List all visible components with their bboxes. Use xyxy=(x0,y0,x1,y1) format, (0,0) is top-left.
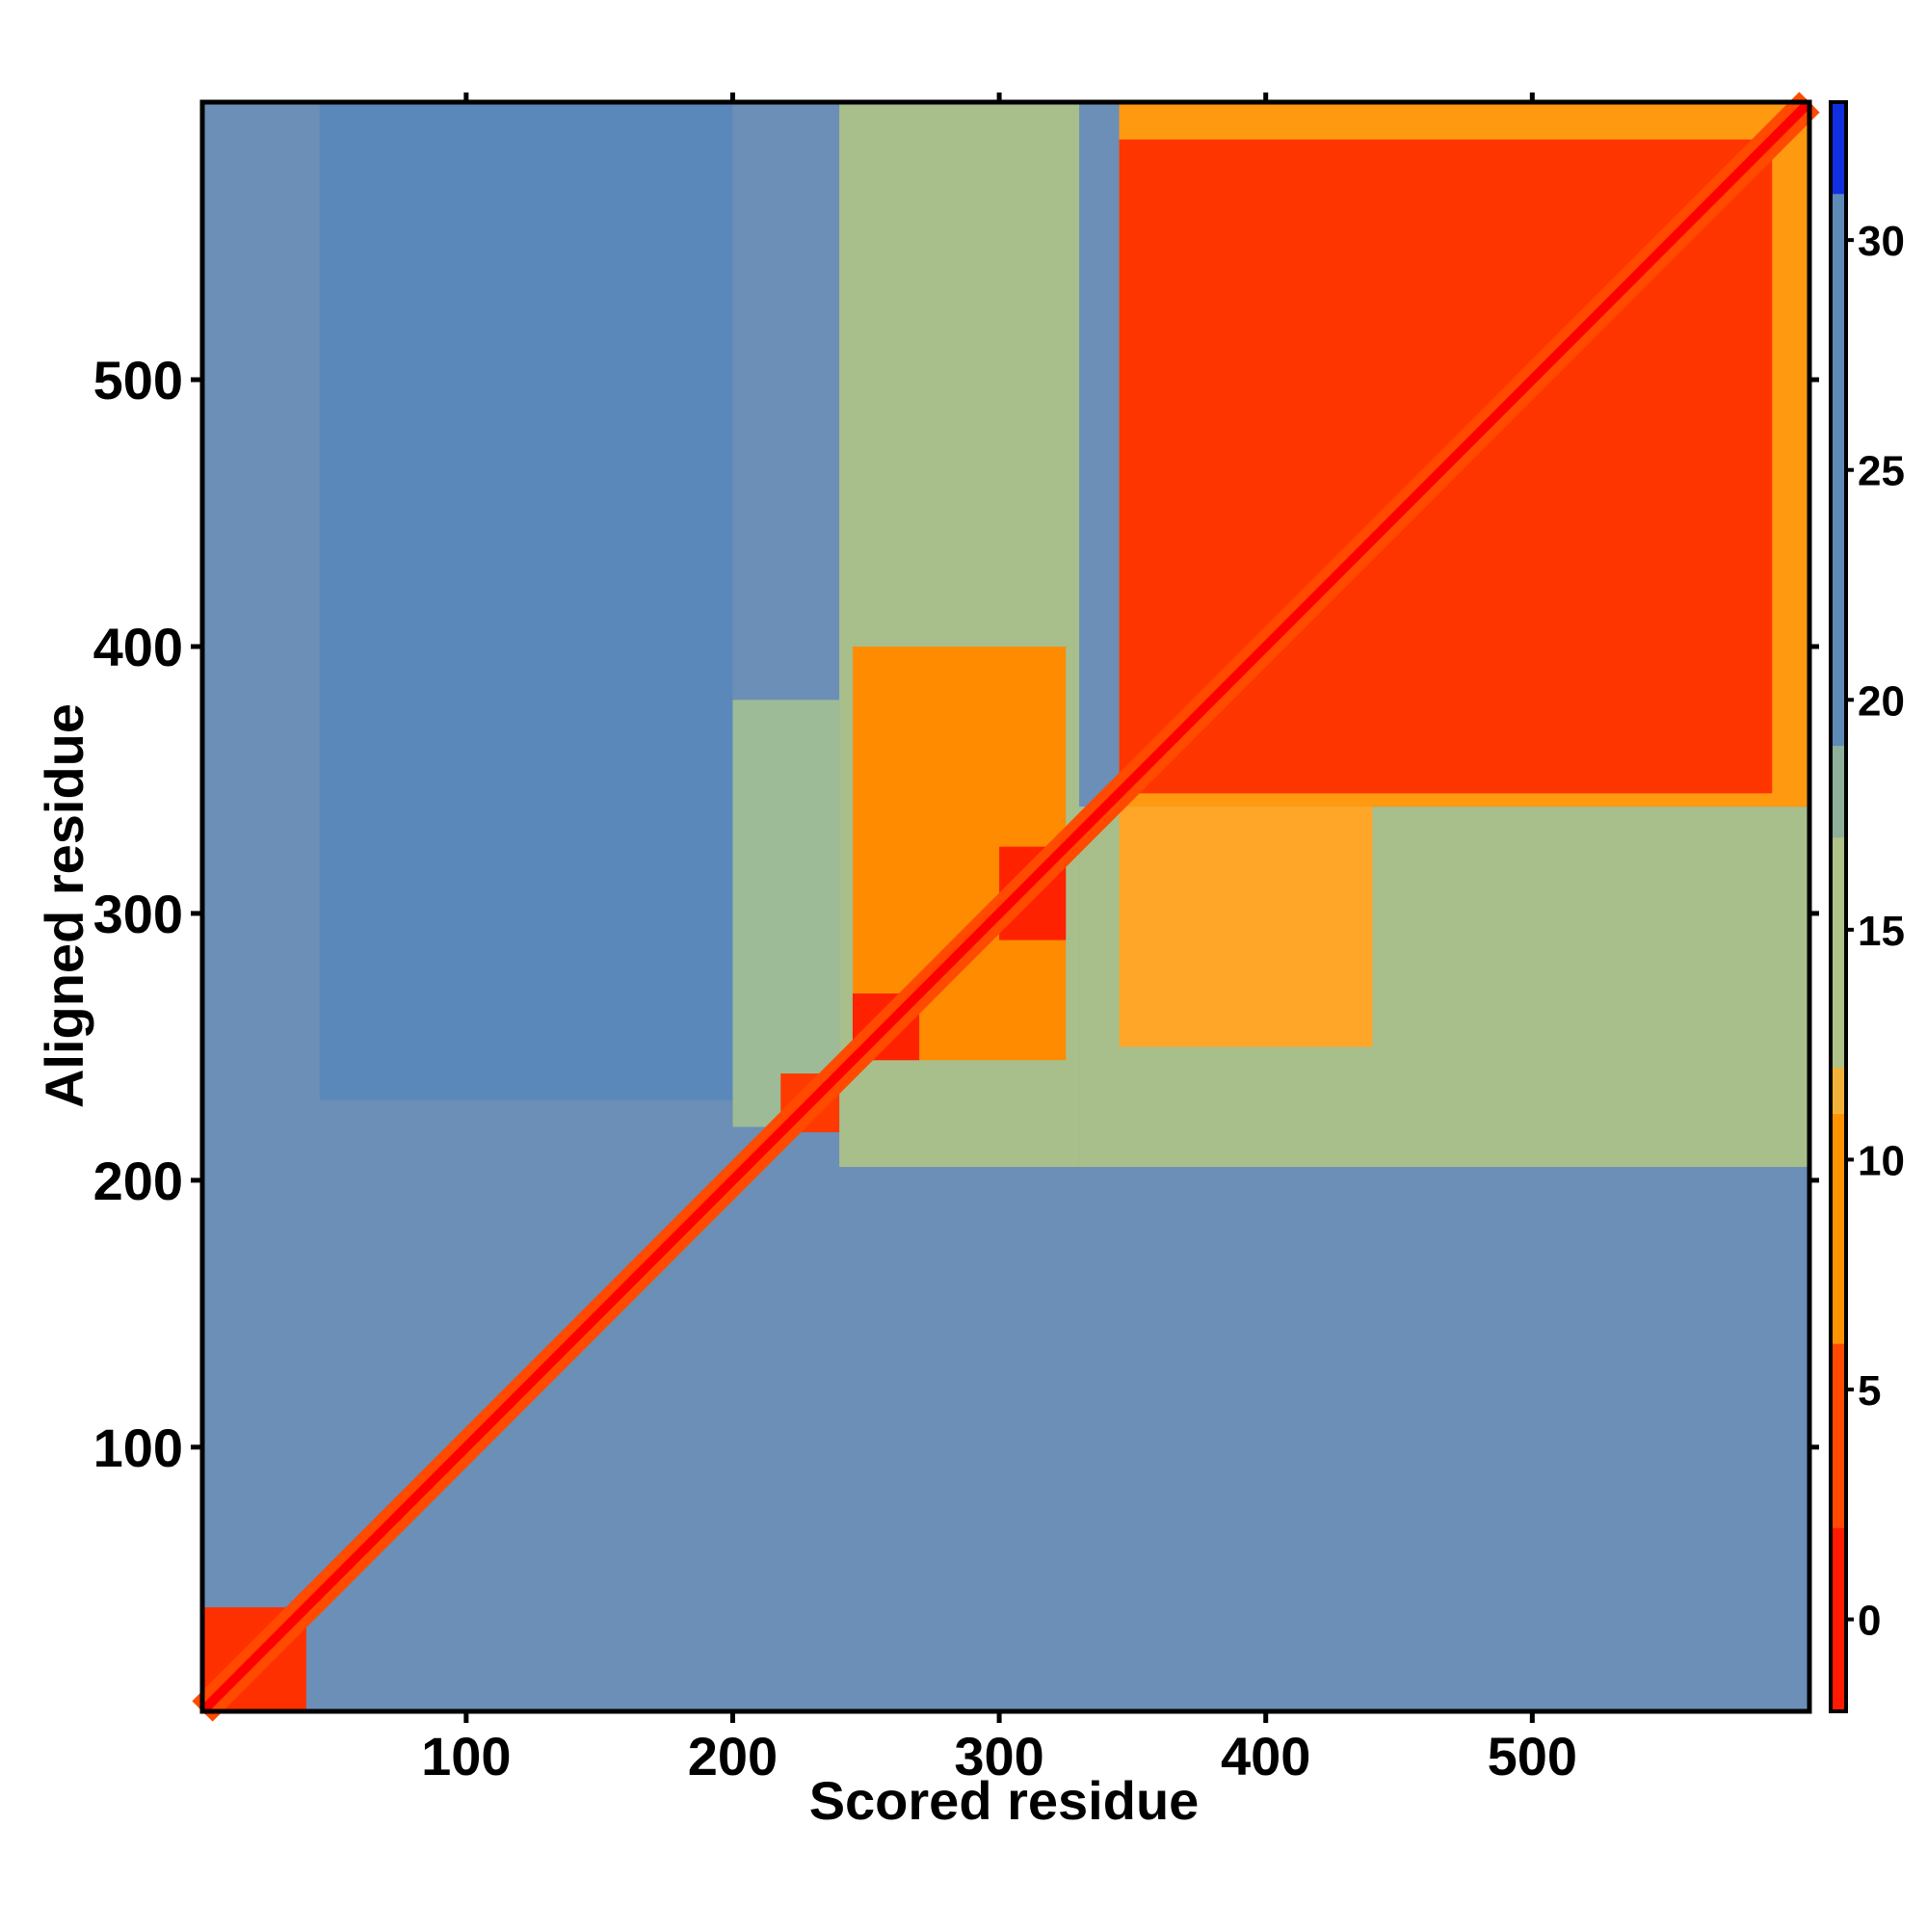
colorbar-band-3 xyxy=(1831,1068,1846,1114)
y-tick-label: 100 xyxy=(93,1417,183,1478)
colorbar: 0 5 10 15 20 25 30 xyxy=(1829,100,1905,1713)
heatmap-region-2 xyxy=(732,700,840,1127)
y-axis-label: Aligned residue xyxy=(34,703,94,1108)
colorbar-tick-label: 25 xyxy=(1858,448,1905,495)
heatmap-region-6 xyxy=(1119,807,1373,1047)
plot-border xyxy=(199,99,1812,1714)
x-axis: 100 200 300 400 500 xyxy=(421,93,1577,1786)
y-axis: 100 200 300 400 500 xyxy=(93,350,1819,1478)
colorbar-band-7 xyxy=(1831,102,1846,195)
colorbar-border xyxy=(1829,100,1848,1713)
x-axis-label: Scored residue xyxy=(809,1770,1200,1831)
colorbar-band-4 xyxy=(1831,837,1846,1068)
x-tick-label: 500 xyxy=(1488,1726,1577,1786)
heatmap-region-1 xyxy=(319,102,733,1100)
colorbar-band-5 xyxy=(1831,746,1846,838)
y-tick-label: 300 xyxy=(93,884,183,944)
heatmap-diagonal xyxy=(198,98,1813,1715)
colorbar-tick-label: 5 xyxy=(1858,1367,1881,1415)
plot-frame xyxy=(199,99,1812,1714)
x-tick-label: 300 xyxy=(954,1726,1043,1786)
colorbar-tick-label: 20 xyxy=(1858,677,1905,725)
colorbar-band-6 xyxy=(1831,194,1846,746)
y-tick-label: 500 xyxy=(93,350,183,410)
colorbar-tick-label: 0 xyxy=(1858,1598,1881,1645)
heatmap xyxy=(192,92,1820,1722)
colorbar-tick-label: 30 xyxy=(1858,218,1905,265)
x-tick-label: 400 xyxy=(1221,1726,1310,1786)
colorbar-band-1 xyxy=(1831,1343,1846,1528)
x-tick-label: 100 xyxy=(421,1726,511,1786)
colorbar-tick-label: 10 xyxy=(1858,1137,1905,1184)
x-tick-label: 200 xyxy=(688,1726,778,1786)
colorbar-band-2 xyxy=(1831,1113,1846,1344)
colorbar-tick-label: 15 xyxy=(1858,908,1905,955)
colorbar-band-0 xyxy=(1831,1527,1846,1711)
y-tick-label: 400 xyxy=(93,617,183,677)
y-tick-label: 200 xyxy=(93,1151,183,1211)
